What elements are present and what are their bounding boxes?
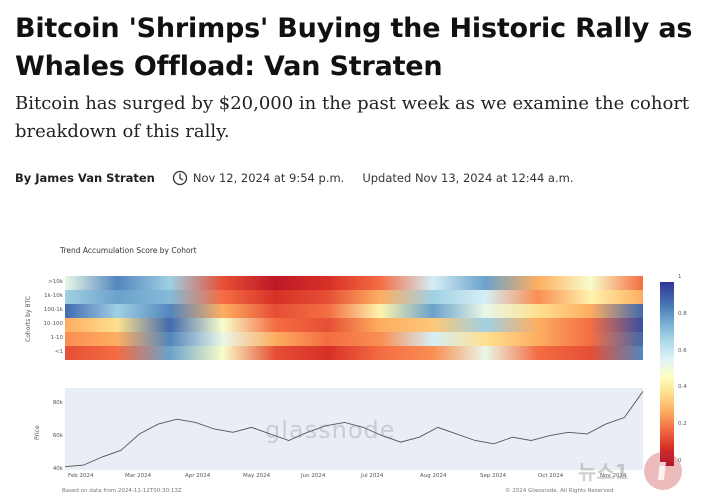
chart-title: Trend Accumulation Score by Cohort	[60, 246, 197, 255]
copyright-note: © 2024 Glassnode. All Rights Reserved	[505, 488, 614, 494]
cohort-label: <1	[54, 349, 63, 355]
article-dek: Bitcoin has surged by $20,000 in the pas…	[15, 93, 690, 142]
colorbar	[660, 282, 674, 466]
price-line-chart	[65, 388, 643, 470]
heatmap-row-4	[65, 332, 643, 347]
price-tick: 80k	[52, 400, 63, 407]
x-tick-label: Jul 2024	[361, 473, 384, 479]
x-tick-label: Oct 2024	[538, 473, 564, 479]
cohort-label: 100-1k	[43, 307, 63, 313]
colorbar-tick: 0.2	[678, 421, 687, 428]
published-date: Nov 12, 2024 at 9:54 p.m.	[192, 171, 345, 185]
cohort-label: >10k	[48, 279, 63, 285]
price-tick: 60k	[52, 433, 63, 440]
colorbar-tick: 0	[678, 458, 682, 464]
heatmap-row-1	[65, 290, 643, 305]
cohort-chart-figure: Trend Accumulation Score by Cohort Cohor…	[0, 236, 708, 502]
news1-logo-icon	[644, 452, 682, 490]
data-source-note: Based on data from 2024-11-12T00:30:13Z	[62, 488, 182, 494]
cohort-label: 10-100	[43, 321, 63, 327]
article-headline: Bitcoin 'Shrimps' Buying the Historic Ra…	[15, 13, 693, 82]
colorbar-tick: 0.4	[678, 384, 687, 391]
cohort-label: 1-10	[50, 335, 63, 341]
cohort-label: 1k-10k	[44, 293, 63, 299]
glassnode-watermark: glassnode	[265, 416, 396, 444]
updated-date: Updated Nov 13, 2024 at 12:44 a.m.	[362, 171, 574, 185]
heatmap-row-5	[65, 346, 643, 360]
x-tick-label: Feb 2024	[68, 473, 94, 479]
x-tick-label: May 2024	[243, 473, 271, 479]
colorbar-tick: 0.6	[678, 347, 687, 354]
heatmap-row-2	[65, 304, 643, 319]
price-line	[65, 391, 643, 468]
x-tick-label: Nov 2024	[600, 473, 627, 479]
x-tick-label: Aug 2024	[420, 473, 447, 479]
news1-watermark: 뉴스1	[578, 460, 629, 484]
heatmap-row-3	[65, 318, 643, 333]
cohort-axis-title: Cohorts by BTC	[25, 295, 32, 342]
x-tick-label: Jun 2024	[301, 473, 326, 479]
colorbar-tick: 1	[678, 274, 682, 280]
author-link[interactable]: By James Van Straten	[15, 171, 155, 185]
cohort-heatmap	[65, 276, 643, 360]
price-tick: 40k	[52, 466, 63, 472]
heatmap-row-0	[65, 276, 643, 291]
x-tick-label: Sep 2024	[480, 473, 507, 479]
byline: By James Van Straten Nov 12, 2024 at 9:5…	[15, 169, 695, 187]
clock-icon	[172, 170, 188, 186]
colorbar-tick: 0.8	[678, 310, 687, 317]
x-tick-label: Mar 2024	[125, 473, 152, 479]
x-tick-label: Apr 2024	[185, 473, 211, 479]
